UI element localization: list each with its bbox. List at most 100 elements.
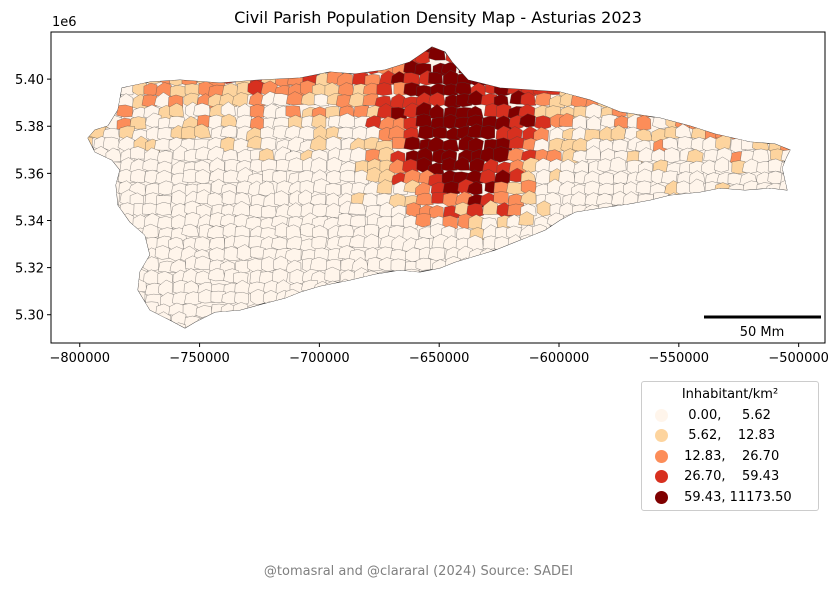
parish-area [586, 50, 602, 67]
parish-area [442, 266, 459, 282]
parish-area [780, 248, 790, 263]
parish-area [454, 324, 470, 328]
parish-area [509, 73, 524, 87]
parish-area [260, 137, 277, 152]
x-tick-label: −550000 [649, 351, 710, 366]
parish-area [88, 205, 97, 219]
parish-area [404, 47, 421, 55]
parish-area [705, 202, 722, 216]
parish-area [375, 278, 392, 293]
parish-area [495, 258, 511, 272]
axes-frame [50, 31, 826, 344]
parish-area [337, 299, 355, 314]
parish-area [613, 302, 631, 317]
parish-area [510, 301, 526, 319]
legend-item: 12.83, 26.70 [642, 446, 818, 467]
parish-area [495, 304, 511, 319]
parish-area [754, 92, 769, 107]
parish-area [625, 245, 642, 260]
parish-area [572, 71, 590, 86]
parish-area [430, 280, 447, 294]
parish-area [220, 125, 237, 138]
x-tick-label: −800000 [49, 351, 110, 366]
parish-area [780, 47, 790, 63]
parish-area [106, 247, 123, 262]
parish-area [662, 303, 679, 315]
parish-area [650, 52, 666, 64]
parish-area [635, 168, 653, 183]
parish-area [533, 321, 549, 328]
parish-area [454, 47, 471, 52]
parish-area [597, 158, 612, 173]
y-tick-label: 5.38 [15, 120, 44, 135]
parish-area [573, 324, 588, 328]
parish-area [312, 290, 328, 305]
parish-area [326, 290, 345, 306]
parish-area [182, 60, 199, 74]
parish-area [729, 225, 745, 239]
parish-area [88, 82, 98, 96]
legend-item: 0.00, 5.62 [642, 405, 818, 426]
parish-area [119, 257, 137, 273]
parish-area [470, 58, 486, 75]
parish-area [548, 248, 564, 264]
parish-area [598, 202, 613, 217]
parish-area [614, 291, 632, 305]
parish-area [547, 235, 565, 250]
parish-area [690, 192, 707, 208]
parish-area [208, 237, 225, 252]
parish-area [636, 79, 652, 96]
parish-area [675, 59, 691, 75]
parish-area [622, 213, 641, 229]
parish-area [88, 267, 97, 285]
parish-area [717, 84, 732, 100]
parish-area [675, 94, 692, 111]
parish-area [756, 47, 772, 56]
parish-area [336, 224, 356, 238]
parish-area [549, 47, 565, 62]
parish-area [692, 272, 707, 286]
parish-area [793, 324, 807, 336]
parish-area [376, 312, 392, 327]
parish-area [520, 247, 536, 260]
parish-area [599, 323, 616, 328]
parish-area [171, 47, 187, 54]
parish-area [779, 93, 790, 106]
parish-area [508, 290, 526, 305]
parish-area [573, 80, 592, 97]
parish-area [781, 59, 790, 75]
parish-area [664, 246, 680, 262]
parish-area [300, 47, 317, 55]
parish-area [767, 224, 785, 239]
parish-area [258, 57, 275, 75]
parish-area [208, 313, 227, 327]
parish-area [92, 226, 109, 241]
parish-area [378, 47, 395, 64]
parish-area [194, 236, 211, 253]
parish-area [727, 190, 744, 207]
parish-area [624, 269, 641, 284]
parish-area [244, 314, 261, 328]
parish-area [792, 193, 808, 206]
parish-area [612, 47, 630, 55]
parish-area [597, 313, 613, 328]
parish-area [88, 113, 96, 130]
parish-area [704, 224, 720, 238]
parish-area [703, 291, 720, 305]
y-axis: 5.30 5.32 5.34 5.36 5.38 5.40 [15, 73, 51, 324]
parish-area [157, 324, 175, 328]
parish-area [702, 266, 718, 281]
parish-area [692, 94, 708, 111]
parish-area [457, 304, 475, 319]
parish-area [597, 182, 615, 195]
parish-area [247, 324, 264, 328]
parish-area [364, 323, 381, 328]
parish-area [560, 70, 577, 87]
parish-area [752, 71, 769, 85]
parish-area [752, 81, 769, 96]
parish-area [341, 47, 357, 53]
parish-area [130, 47, 146, 54]
parish-area [717, 92, 733, 108]
parish-area [626, 260, 642, 275]
parish-area [701, 71, 717, 85]
